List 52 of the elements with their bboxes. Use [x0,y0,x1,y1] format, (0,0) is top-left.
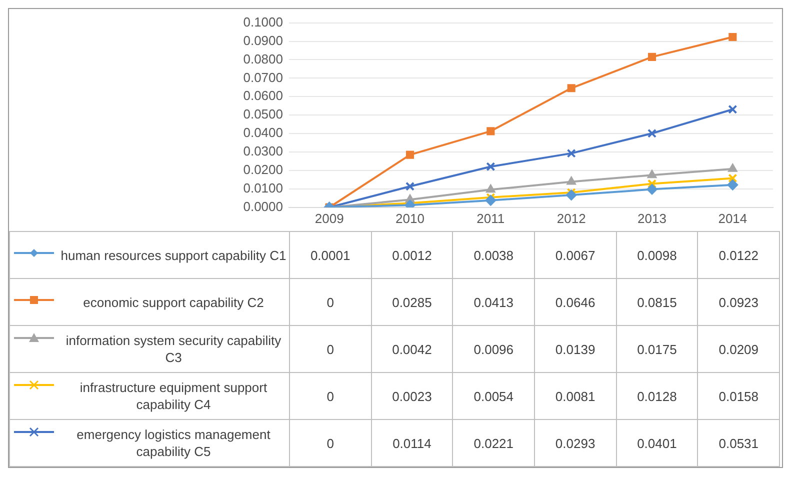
data-label: 0.0023 [371,372,453,420]
y-tick-label: 0.0100 [243,180,283,196]
data-label: 0.0139 [534,326,616,372]
legend-label: human resources support capability C1 [60,246,288,264]
x-tick-label: 2013 [638,210,666,226]
data-label: 0.0122 [698,232,780,278]
x-tick-label: 2012 [556,210,586,226]
data-label: 0.0646 [534,278,616,326]
data-label: 0.0531 [698,420,780,466]
data-label: 0.0114 [371,420,453,466]
data-label: 0.0012 [371,232,453,278]
data-label: 0.0285 [371,278,453,326]
data-label: 0.0209 [698,326,780,372]
y-tick-label: 0.0000 [243,198,283,214]
x-tick-label: 2009 [314,210,344,226]
legend-label: information system security capability C3 [64,332,282,366]
x-tick-label: 2011 [476,210,505,226]
x-tick-label: 2014 [718,210,748,226]
y-tick-label: 0.0400 [243,125,283,140]
data-label: 0.0221 [452,420,534,466]
data-label: 0.0401 [616,420,698,466]
data-label: 0.0042 [371,326,453,372]
data-label: 0.0923 [698,278,780,326]
data-label: 0.0081 [534,372,616,420]
data-label: 0.0001 [290,232,372,278]
data-label: 0.0293 [534,420,616,466]
data-label: 0.0128 [616,372,698,420]
data-label: 0.0096 [452,326,534,372]
data-label: 0.0098 [616,232,698,278]
y-tick-label: 0.0300 [243,144,283,159]
data-label: 0.0175 [616,326,698,372]
data-label: 0 [290,326,372,372]
data-label: 0.0067 [534,232,616,278]
y-tick-label: 0.0900 [243,32,283,48]
data-label: 0 [290,278,372,326]
data-label: 0.0038 [452,232,534,278]
y-tick-label: 0.0500 [243,106,283,122]
y-tick-label: 0.1000 [243,14,283,30]
data-label: 0.0158 [698,372,780,420]
data-label: 0.0413 [452,278,534,326]
y-tick-label: 0.0700 [243,70,283,85]
legend-label: emergency logistics management capability C5 [76,426,272,460]
y-tick-label: 0.0800 [243,51,283,66]
data-label: 0 [290,372,372,420]
y-tick-label: 0.0600 [243,88,283,104]
data-label: 0.0054 [452,372,534,420]
legend-label: infrastructure equipment support capability C4 [78,379,268,413]
y-tick-label: 0.0200 [243,162,283,178]
x-tick-label: 2010 [396,210,424,226]
data-label: 0.0815 [616,278,698,326]
legend-label: economic support capability C2 [82,294,265,310]
data-label: 0 [290,420,372,466]
